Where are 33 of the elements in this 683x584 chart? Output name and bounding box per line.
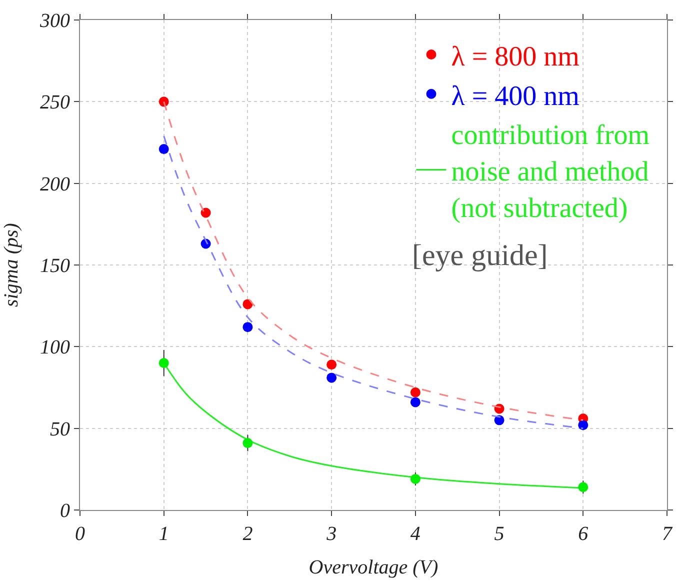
point bbox=[410, 387, 420, 398]
x-tick-label: 3 bbox=[326, 523, 337, 545]
point bbox=[410, 474, 420, 484]
y-tick-label: 50 bbox=[50, 418, 70, 440]
x-tick-label: 6 bbox=[578, 523, 588, 545]
x-axis-title: Overvoltage (V) bbox=[308, 556, 439, 578]
point bbox=[410, 397, 420, 408]
x-tick-label: 7 bbox=[662, 523, 673, 545]
x-tick-label: 0 bbox=[75, 523, 85, 545]
y-tick-label: 0 bbox=[60, 500, 70, 522]
y-tick-label: 200 bbox=[40, 173, 70, 196]
point bbox=[326, 372, 337, 383]
legend-label: λ = 400 nm bbox=[451, 80, 580, 112]
point bbox=[242, 438, 253, 448]
y-tick-label: 300 bbox=[39, 10, 70, 32]
point bbox=[158, 144, 169, 154]
point bbox=[326, 360, 337, 370]
y-tick-label: 100 bbox=[40, 336, 70, 359]
annotation: [eye guide] bbox=[412, 239, 548, 272]
point bbox=[578, 482, 588, 492]
x-tick-label: 2 bbox=[242, 523, 253, 545]
x-tick-label: 5 bbox=[494, 523, 504, 545]
x-tick-label: 4 bbox=[410, 523, 420, 545]
point bbox=[158, 358, 169, 368]
x-tick-label: 1 bbox=[158, 523, 169, 545]
point bbox=[200, 208, 211, 218]
legend-label: contribution from noise and method (not subtracted) bbox=[451, 120, 650, 224]
point bbox=[578, 420, 588, 430]
y-tick-label: 150 bbox=[40, 255, 70, 277]
legend-label: λ = 800 nm bbox=[451, 41, 580, 72]
y-tick-label: 250 bbox=[40, 92, 70, 114]
y-axis-title: sigma (ps) bbox=[0, 222, 22, 307]
point bbox=[242, 322, 253, 332]
